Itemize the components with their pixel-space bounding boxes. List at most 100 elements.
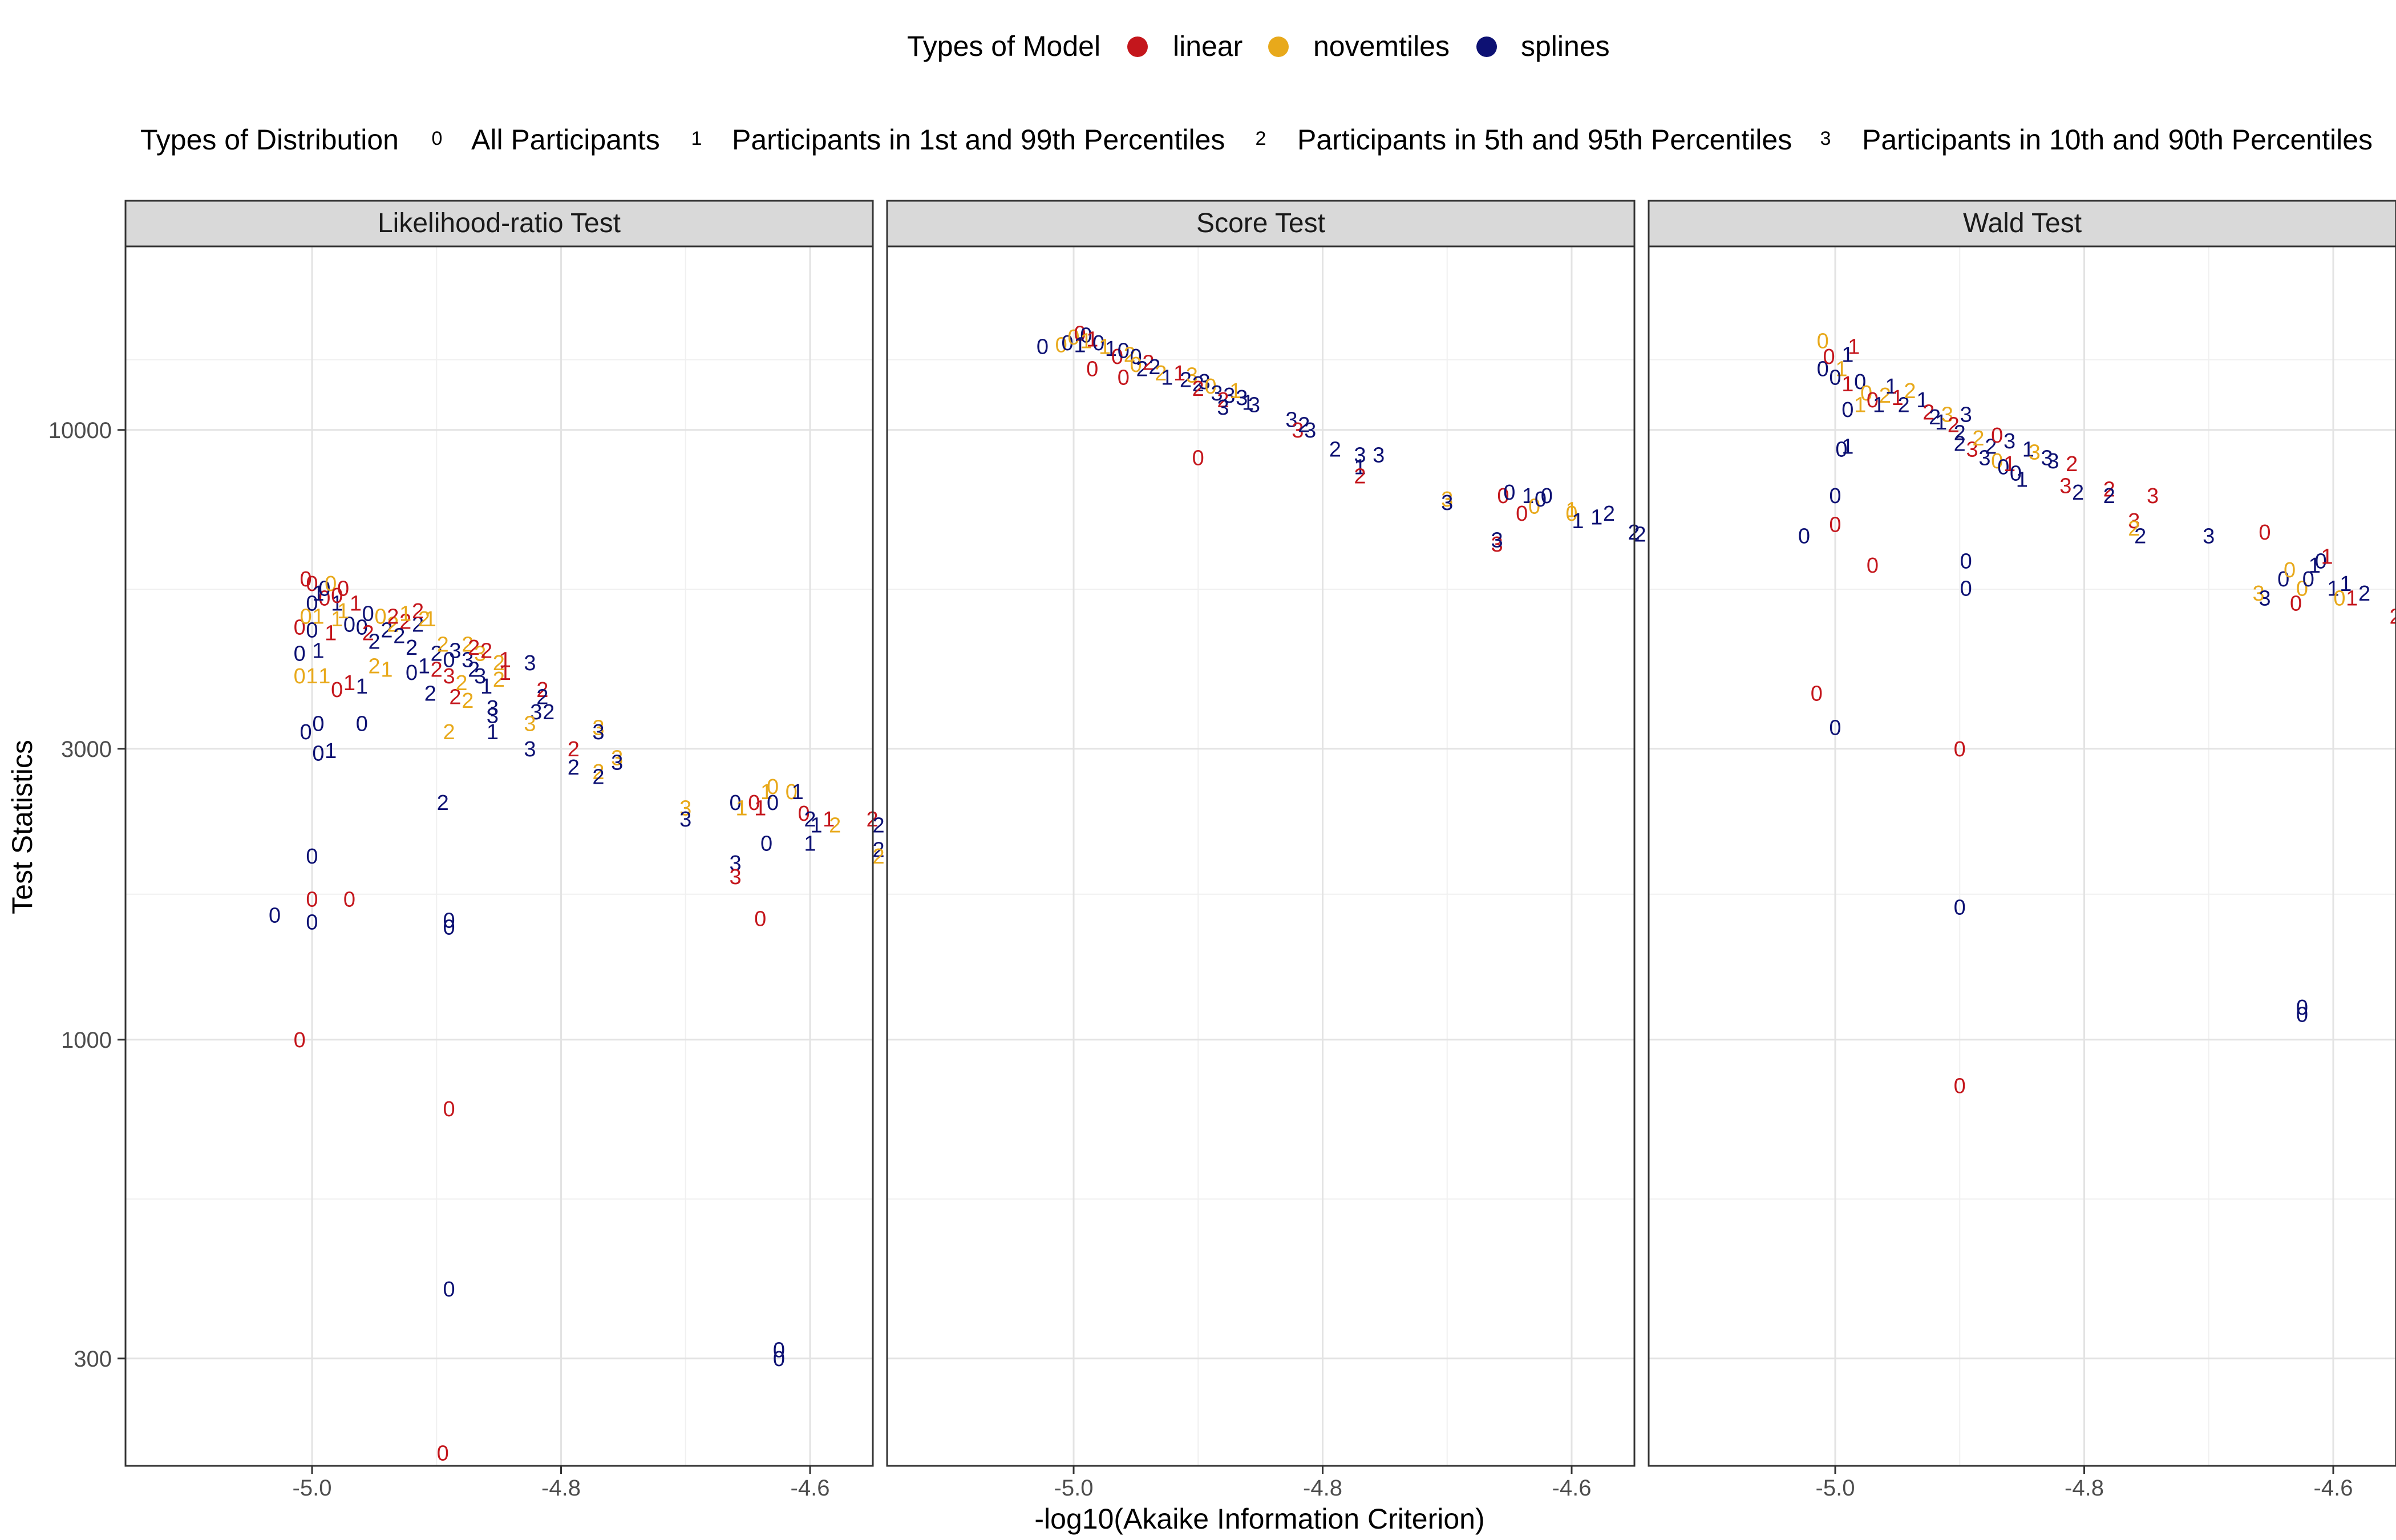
data-point: 3 <box>2203 525 2215 549</box>
facet-strip-label: Score Test <box>1196 208 1325 238</box>
data-point: 1 <box>2346 587 2358 611</box>
legend-symbol-1: 1 <box>691 128 702 149</box>
data-point: 1 <box>418 655 430 679</box>
data-point: 2 <box>1142 351 1154 375</box>
data-point: 0 <box>1541 484 1553 508</box>
data-point: 3 <box>2041 447 2053 471</box>
x-tick-label: -5.0 <box>293 1476 332 1501</box>
data-point: 1 <box>2022 437 2034 461</box>
data-point: 3 <box>611 746 623 770</box>
data-point: 3 <box>2128 509 2140 533</box>
data-point: 2 <box>804 808 816 832</box>
x-tick-label: -4.8 <box>541 1476 581 1501</box>
data-point: 1 <box>1848 335 1860 359</box>
panel-background <box>1649 246 2396 1466</box>
data-point: 1 <box>760 780 772 804</box>
data-point: 0 <box>767 791 779 815</box>
x-tick-label: -4.8 <box>2065 1476 2104 1501</box>
data-point: 2 <box>2358 582 2370 606</box>
data-point: 0 <box>1055 333 1067 357</box>
data-point: 0 <box>1205 375 1217 399</box>
data-point: 1 <box>1572 509 1584 533</box>
data-point: 2 <box>437 791 449 815</box>
data-point: 3 <box>530 700 542 724</box>
data-point: 0 <box>306 887 318 911</box>
data-point: 0 <box>1829 366 1841 390</box>
data-point: 2 <box>437 633 449 657</box>
data-point: 3 <box>449 639 461 663</box>
data-point: 0 <box>443 1278 455 1302</box>
data-point: 0 <box>1829 716 1841 740</box>
data-point: 0 <box>1130 353 1142 377</box>
facet-strip <box>886 200 1636 248</box>
data-point: 1 <box>804 832 816 856</box>
data-point: 0 <box>306 845 318 869</box>
x-tick-label: -5.0 <box>1054 1476 1094 1501</box>
data-point: 1 <box>1354 455 1366 479</box>
data-point: 3 <box>2047 449 2059 473</box>
legend-label-linear: linear <box>1173 30 1242 62</box>
data-point: 1 <box>343 671 355 695</box>
data-point: 3 <box>2259 587 2270 611</box>
data-point: 0 <box>1954 737 1966 761</box>
data-point: 2 <box>424 682 436 706</box>
data-point: 0 <box>1997 455 2009 479</box>
data-point: 2 <box>1180 368 1192 392</box>
data-point: 2 <box>1603 502 1615 526</box>
data-point: 0 <box>1118 339 1130 363</box>
data-point: 2 <box>1124 343 1136 367</box>
data-point: 3 <box>1186 364 1198 388</box>
data-point: 2 <box>369 630 381 654</box>
legend-swatch-novemtiles <box>1268 37 1289 57</box>
data-point: 3 <box>1960 403 1972 427</box>
data-point: 1 <box>2327 577 2339 601</box>
data-point: 0 <box>754 907 766 931</box>
data-point: 1 <box>1885 375 1897 399</box>
data-point: 2 <box>1897 394 1909 418</box>
data-point: 0 <box>773 1347 785 1371</box>
data-point: 2 <box>872 845 884 869</box>
data-point: 1 <box>350 591 362 615</box>
data-point: 0 <box>767 775 779 799</box>
data-point: 0 <box>1867 554 1879 578</box>
data-point: 0 <box>312 712 324 736</box>
data-point: 2 <box>1354 465 1366 489</box>
data-point: 2 <box>1329 437 1341 461</box>
data-point: 2 <box>1972 427 1984 451</box>
data-point: 1 <box>499 661 511 685</box>
data-point: 1 <box>306 664 318 688</box>
data-point: 1 <box>1892 386 1904 410</box>
data-point: 0 <box>362 602 374 626</box>
data-point: 1 <box>499 649 511 672</box>
data-point: 0 <box>443 649 455 672</box>
data-point: 0 <box>1854 370 1866 394</box>
data-point: 1 <box>2016 468 2028 492</box>
data-point: 3 <box>592 716 604 740</box>
data-point: 0 <box>294 664 306 688</box>
y-axis-title: Test Statistics <box>6 740 38 914</box>
data-point: 0 <box>1503 481 1515 505</box>
data-point: 1 <box>381 658 392 682</box>
data-point: 1 <box>1873 394 1885 418</box>
data-point: 0 <box>406 661 418 685</box>
data-point: 3 <box>443 664 455 688</box>
data-point: 2 <box>1634 522 1646 546</box>
data-point: 0 <box>760 832 772 856</box>
data-point: 3 <box>679 808 691 832</box>
data-point: 2 <box>412 613 424 637</box>
data-point: 3 <box>1304 419 1316 443</box>
data-point: 2 <box>1923 400 1934 424</box>
data-point: 1 <box>312 582 324 606</box>
data-point: 1 <box>480 675 492 699</box>
data-point: 3 <box>729 852 741 876</box>
data-point: 0 <box>306 591 318 615</box>
data-point: 1 <box>1935 411 1947 435</box>
data-point: 2 <box>1217 388 1229 412</box>
data-point: 0 <box>1118 366 1130 390</box>
data-point: 3 <box>1199 370 1211 394</box>
data-point: 0 <box>2010 461 2022 485</box>
